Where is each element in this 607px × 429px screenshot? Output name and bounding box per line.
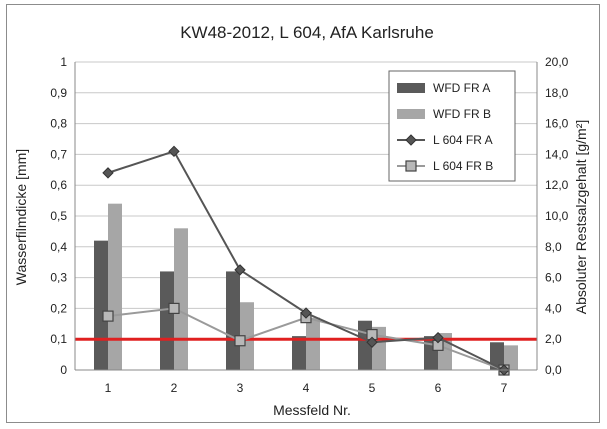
legend-swatch	[397, 83, 425, 93]
y-tick-label: 0,2	[50, 301, 67, 315]
bar	[94, 240, 108, 370]
line-point	[234, 335, 246, 347]
y-tick-label: 0,9	[50, 86, 67, 100]
legend: WFD FR A WFD FR B L 604 FR A L 604 FR B	[388, 70, 516, 182]
chart: KW48-2012, L 604, AfA Karlsruhe Wasserfi…	[13, 23, 589, 418]
y-tick-label: 0,7	[50, 147, 67, 161]
grid-lines	[75, 61, 537, 340]
y-tick-label: 0,1	[50, 332, 67, 346]
y2-tick-label: 2,0	[545, 332, 562, 346]
legend-label: WFD FR B	[433, 107, 491, 121]
line-point	[300, 307, 312, 319]
y2-tick-label: 10,0	[545, 209, 569, 223]
x-axis-label: Messfeld Nr.	[273, 402, 351, 418]
y2-tick-label: 14,0	[545, 147, 569, 161]
x-tick-label: 6	[435, 381, 442, 395]
y2-tick-label: 8,0	[545, 240, 562, 254]
legend-label: L 604 FR B	[433, 159, 493, 173]
y2-tick-label: 0,0	[545, 363, 562, 377]
bar	[108, 203, 122, 370]
y-tick-label: 0,6	[50, 178, 67, 192]
y2-axis-label: Absoluter Restsalzgehalt [g/m²]	[573, 120, 589, 315]
x-tick-label: 3	[237, 381, 244, 395]
x-tick-label: 2	[171, 381, 178, 395]
line-point	[168, 302, 180, 314]
x-tick-label: 5	[369, 381, 376, 395]
axes	[74, 62, 538, 371]
bar	[174, 228, 188, 370]
legend-swatch	[397, 109, 425, 119]
y2-tick-label: 12,0	[545, 178, 569, 192]
line-point	[102, 310, 114, 322]
x-tick-label: 1	[105, 381, 112, 395]
line-point	[366, 336, 378, 348]
line-point	[234, 264, 246, 276]
y-tick-label: 0,5	[50, 209, 67, 223]
line-series-group	[102, 145, 510, 376]
bar	[226, 271, 240, 370]
y2-tick-label: 6,0	[545, 271, 562, 285]
y2-tick-label: 16,0	[545, 117, 569, 131]
y-tick-label: 0,4	[50, 240, 67, 254]
bar	[240, 302, 254, 370]
y-tick-label: 1	[60, 55, 67, 69]
legend-label: WFD FR A	[433, 81, 490, 95]
legend-label: L 604 FR A	[433, 133, 493, 147]
y-axis-label: Wasserfilmdicke [mm]	[13, 149, 29, 285]
line-point	[405, 134, 417, 146]
line-point	[168, 145, 180, 158]
y2-tick-label: 18,0	[545, 86, 569, 100]
tick-labels: 00,10,20,30,40,50,60,70,80,910,02,04,06,…	[50, 55, 568, 395]
bar	[490, 342, 504, 370]
bar	[306, 317, 320, 370]
line-point	[405, 160, 417, 172]
y-tick-label: 0	[60, 363, 67, 377]
y2-tick-label: 4,0	[545, 301, 562, 315]
chart-title: KW48-2012, L 604, AfA Karlsruhe	[180, 23, 434, 42]
y-tick-label: 0,8	[50, 117, 67, 131]
y2-tick-label: 20,0	[545, 55, 569, 69]
chart-frame: KW48-2012, L 604, AfA Karlsruhe Wasserfi…	[6, 4, 600, 423]
line-point	[432, 331, 444, 344]
bar	[292, 336, 306, 370]
bar	[504, 345, 518, 370]
x-tick-label: 4	[303, 381, 310, 395]
y-tick-label: 0,3	[50, 271, 67, 285]
line-point	[102, 167, 114, 179]
bar	[160, 271, 174, 370]
x-tick-label: 7	[501, 381, 508, 395]
